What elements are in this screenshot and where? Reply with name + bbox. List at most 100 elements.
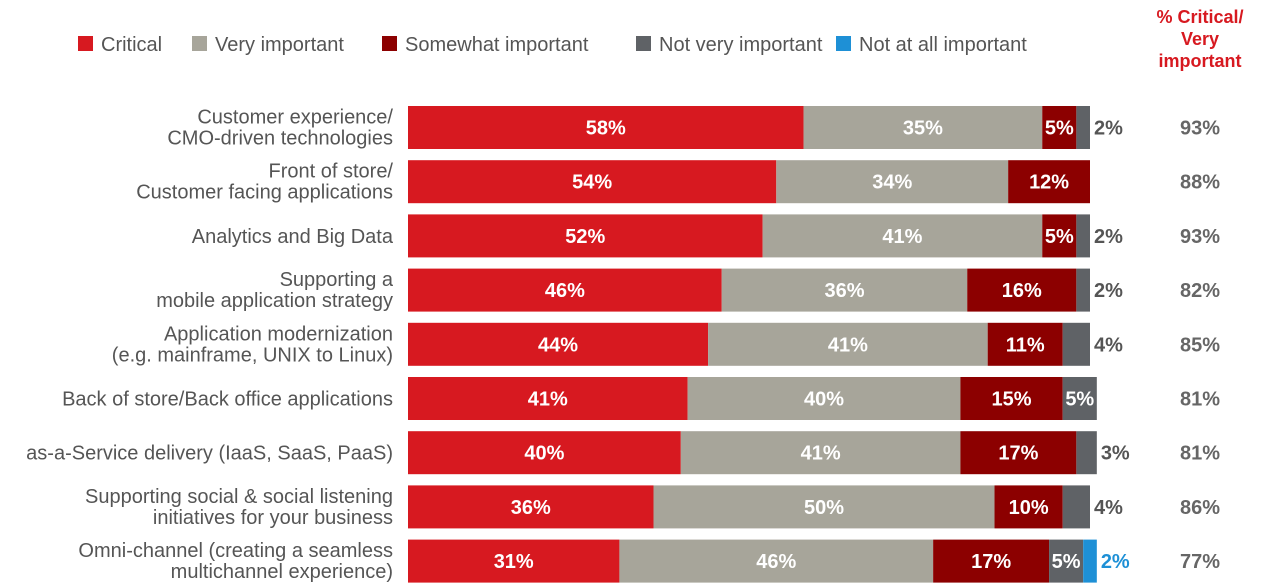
data-label: 54% [572, 172, 612, 194]
bar-segment-not-very-important [1076, 106, 1090, 149]
bar-segment-not-very-important [1062, 377, 1097, 420]
category-label: Omni-channel (creating a seamless [78, 540, 393, 562]
data-label: 5% [1045, 118, 1074, 140]
total-label: 77% [1180, 551, 1220, 573]
category-label: initiatives for your business [153, 507, 393, 529]
legend-label-critical: Critical [101, 34, 162, 56]
bar-segment-not-very-important [1076, 268, 1090, 312]
category-label: Back of store/Back office applications [62, 389, 393, 411]
bar-segment-very-important [619, 539, 934, 583]
category-label: Application modernization [164, 323, 393, 345]
total-label: 88% [1180, 172, 1220, 194]
legend-label-very-important: Very important [215, 34, 344, 56]
data-label-outside: 3% [1101, 443, 1130, 465]
data-label: 12% [1029, 172, 1069, 194]
total-label: 81% [1180, 389, 1220, 411]
bar-segment-not-very-important [1049, 539, 1084, 583]
data-label: 10% [1009, 497, 1049, 519]
category-label: multichannel experience) [171, 561, 393, 583]
data-label: 40% [804, 389, 844, 411]
category-label: Customer experience/ [197, 107, 393, 129]
bar-segment-critical [408, 106, 804, 149]
data-label: 16% [1002, 280, 1042, 302]
data-label: 5% [1052, 551, 1081, 573]
bar-segment-very-important [803, 106, 1043, 149]
category-label: Supporting social & social listening [85, 486, 393, 508]
data-label: 50% [804, 497, 844, 519]
bar-segment-critical [408, 539, 620, 583]
bar-segment-very-important [776, 160, 1009, 204]
legend-swatch-somewhat-important [382, 36, 397, 51]
bar-segment-very-important [687, 377, 961, 420]
data-label: 46% [545, 280, 585, 302]
bar-segment-critical [408, 160, 777, 204]
data-label-outside: 2% [1094, 118, 1123, 140]
total-label: 86% [1180, 497, 1220, 519]
bar-segment-somewhat-important [967, 268, 1077, 312]
data-label: 40% [524, 443, 564, 465]
data-label: 34% [872, 172, 912, 194]
bar-segment-critical [408, 268, 722, 312]
category-label: Front of store/ [269, 161, 394, 183]
data-label: 5% [1045, 226, 1074, 248]
data-label: 41% [828, 334, 868, 356]
legend-swatch-not-very-important [636, 36, 651, 51]
bar-segment-critical [408, 485, 654, 529]
bar-segment-somewhat-important [960, 377, 1063, 420]
bar-segment-not-very-important [1062, 485, 1090, 529]
bar-segment-not-very-important [1076, 214, 1090, 258]
data-label: 41% [882, 226, 922, 248]
data-label: 44% [538, 334, 578, 356]
bar-segment-very-important [653, 485, 995, 529]
bar-segment-somewhat-important [1042, 106, 1077, 149]
bar-segment-very-important [721, 268, 968, 312]
bar-segment-critical [408, 322, 709, 366]
bar-segment-very-important [762, 214, 1043, 258]
data-label: 5% [1065, 389, 1094, 411]
data-label-outside: 2% [1101, 551, 1130, 573]
bar-segment-somewhat-important [1042, 214, 1077, 258]
data-label: 36% [511, 497, 551, 519]
data-label-outside: 4% [1094, 497, 1123, 519]
category-label: CMO-driven technologies [167, 128, 393, 150]
legend-swatch-critical [78, 36, 93, 51]
data-label-outside: 4% [1094, 334, 1123, 356]
bar-segment-not-very-important [1062, 322, 1090, 366]
data-label: 46% [756, 551, 796, 573]
total-label: 93% [1180, 118, 1220, 140]
total-label: 82% [1180, 280, 1220, 302]
data-label: 31% [494, 551, 534, 573]
category-label: mobile application strategy [156, 290, 393, 312]
bar-segment-somewhat-important [960, 431, 1077, 475]
data-label-outside: 2% [1094, 280, 1123, 302]
legend-label-not-very-important: Not very important [659, 34, 823, 56]
totals-header-line: % Critical/ [1156, 7, 1243, 27]
bar-segment-critical [408, 214, 763, 258]
bar-segment-not-at-all-important [1083, 539, 1097, 583]
bar-segment-not-very-important [1076, 431, 1097, 475]
data-label: 35% [903, 118, 943, 140]
totals-header-line: Very [1181, 29, 1219, 49]
data-label: 41% [528, 389, 568, 411]
legend-swatch-very-important [192, 36, 207, 51]
data-label: 11% [1006, 334, 1045, 356]
bar-segment-very-important [708, 322, 988, 366]
total-label: 93% [1180, 226, 1220, 248]
data-label: 41% [801, 443, 841, 465]
legend-label-somewhat-important: Somewhat important [405, 34, 589, 56]
total-label: 81% [1180, 443, 1220, 465]
bar-segment-somewhat-important [987, 322, 1063, 366]
category-label: as-a-Service delivery (IaaS, SaaS, PaaS) [26, 443, 393, 465]
bar-segment-somewhat-important [933, 539, 1050, 583]
category-label: Analytics and Big Data [192, 226, 394, 248]
data-label: 52% [565, 226, 605, 248]
bar-segment-critical [408, 377, 688, 420]
bar-segment-very-important [680, 431, 961, 475]
data-label-outside: 2% [1094, 226, 1123, 248]
bar-segment-critical [408, 431, 681, 475]
legend-label-not-at-all-important: Not at all important [859, 34, 1027, 56]
data-label: 17% [971, 551, 1011, 573]
data-label: 15% [992, 389, 1032, 411]
category-label: (e.g. mainframe, UNIX to Linux) [112, 344, 393, 366]
